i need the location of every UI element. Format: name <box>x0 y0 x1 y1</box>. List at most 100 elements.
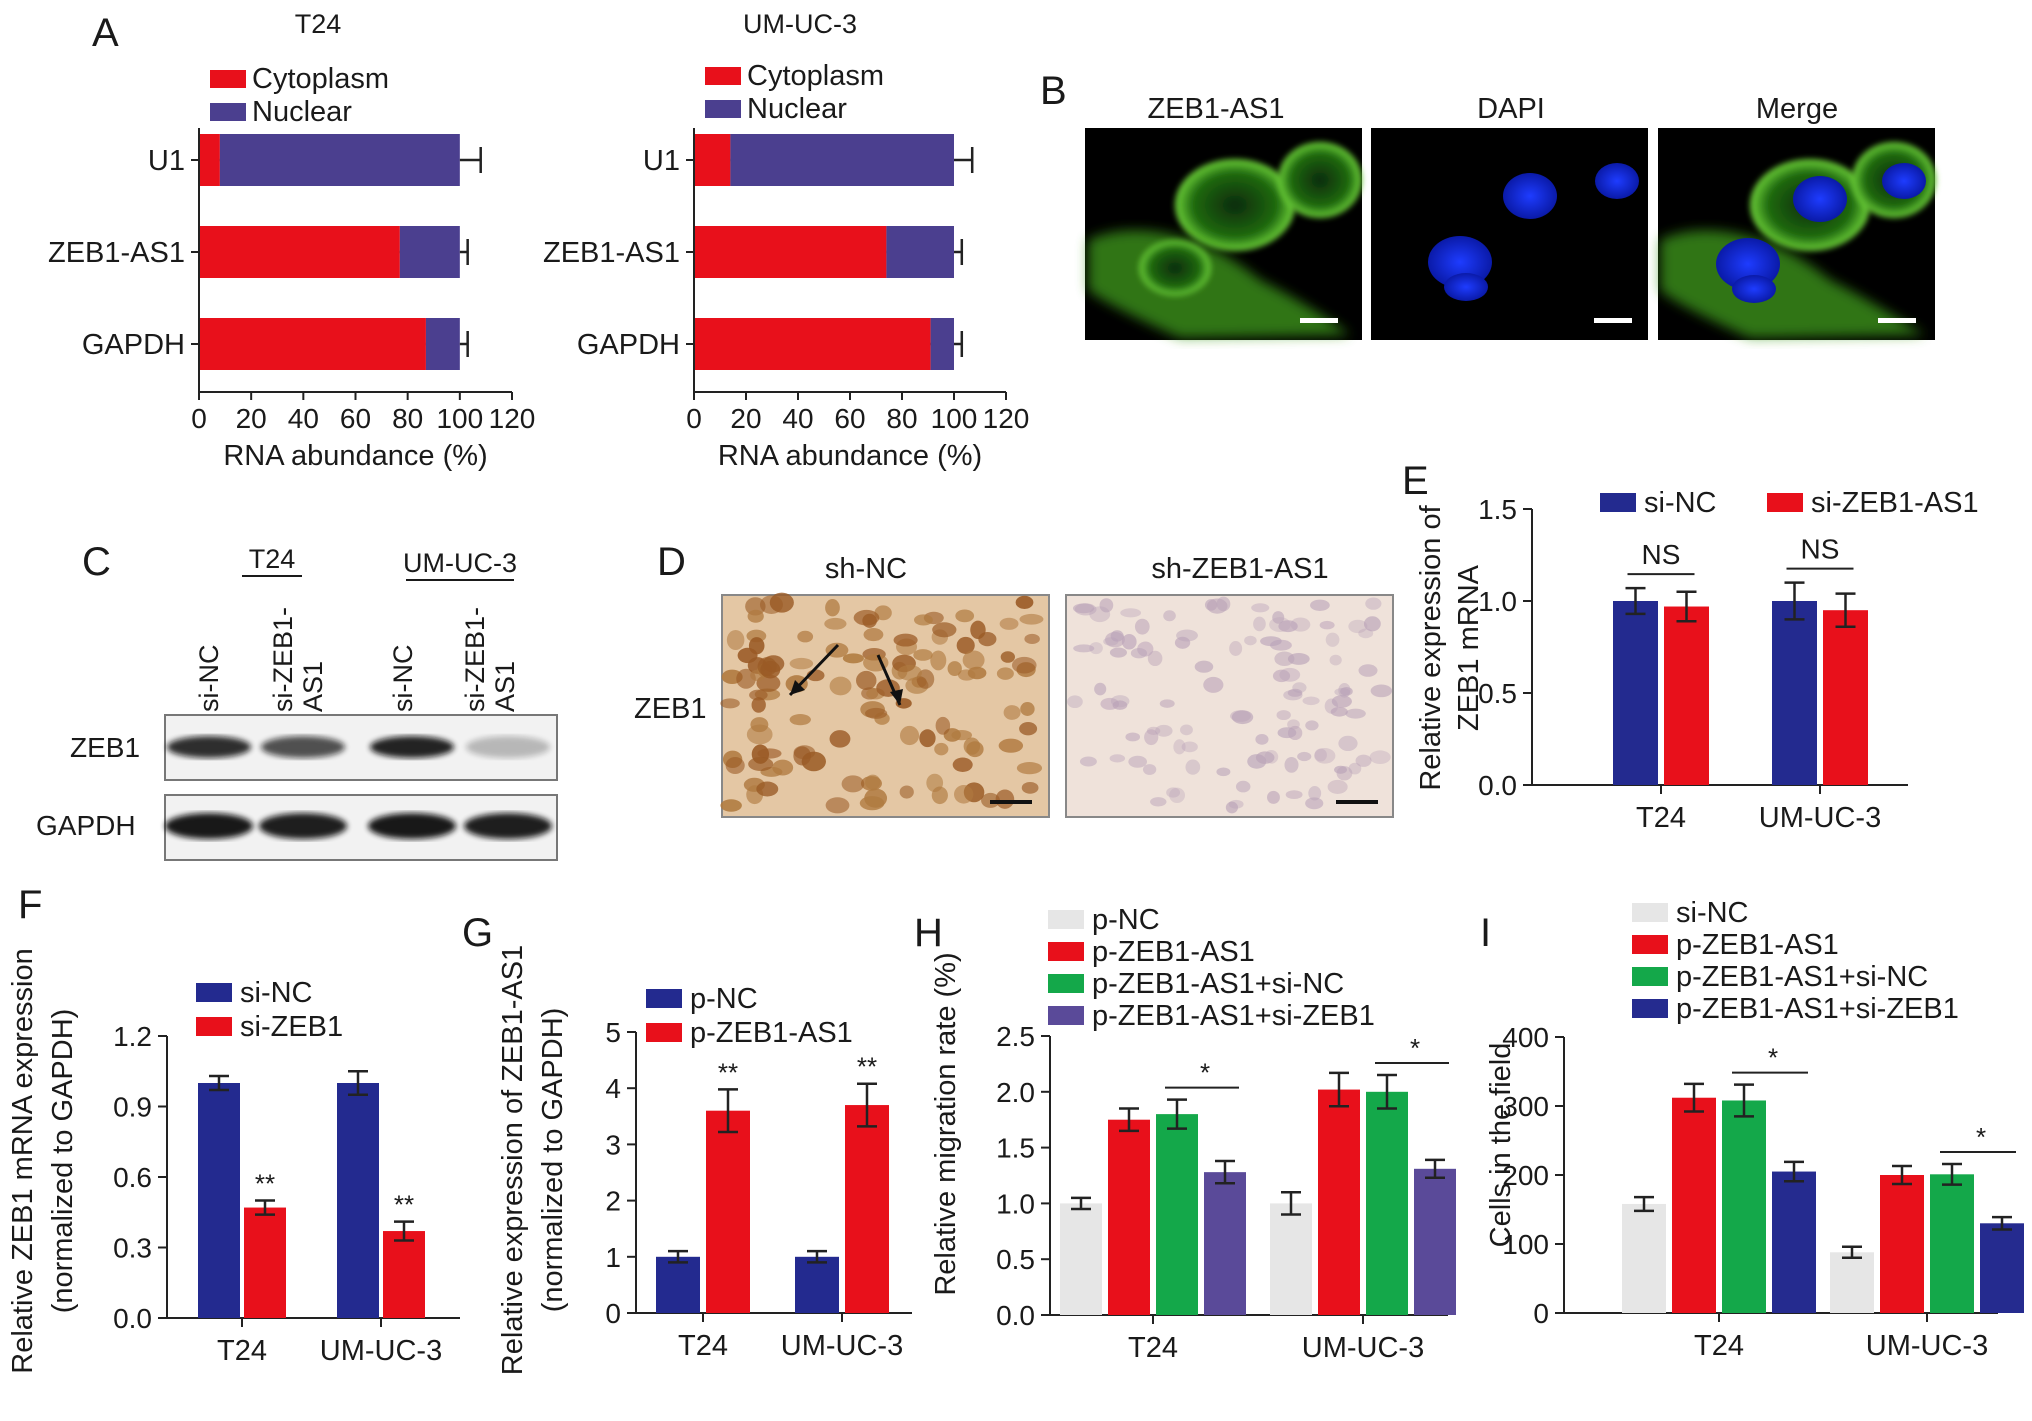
blot-band-gapdh <box>368 813 456 839</box>
ihc-nucleus <box>1128 755 1147 768</box>
ihc-nucleus <box>1358 628 1374 639</box>
ihc-nucleus <box>737 647 758 664</box>
bar <box>845 1105 889 1313</box>
ihc-nucleus <box>1348 762 1362 775</box>
tick-label: U1 <box>643 145 680 177</box>
bar <box>694 318 931 370</box>
legend-swatch <box>705 100 741 118</box>
ihc-nucleus <box>1308 786 1322 801</box>
blot-bands <box>165 736 552 839</box>
ihc-nucleus <box>748 757 774 772</box>
ihc-nucleus <box>1225 801 1238 814</box>
panel-letter-e: E <box>1402 459 1429 503</box>
axis-label: Cells in the field <box>1485 1043 1517 1248</box>
panel-c: T24 UM-UC-3 si-NC si-ZEB1- AS1 si-NC si-… <box>36 544 558 861</box>
ihc-nucleus <box>1329 654 1342 666</box>
bar <box>1772 1171 1816 1313</box>
tick-label: T24 <box>1694 1330 1744 1362</box>
ihc-nucleus <box>1120 608 1142 618</box>
ihc-nucleus <box>825 797 850 814</box>
tick-label: 20 <box>730 403 761 434</box>
tick-label: 4 <box>605 1073 621 1104</box>
blot-group-t24: T24 <box>249 544 296 574</box>
bar <box>1722 1100 1766 1313</box>
ihc-nucleus <box>998 738 1024 753</box>
tick-label: T24 <box>1128 1332 1178 1364</box>
tick-label: GAPDH <box>577 329 680 361</box>
ihc-nucleus <box>1302 696 1320 706</box>
legend-label: si-ZEB1 <box>240 1011 343 1043</box>
tick-label: 80 <box>392 403 423 434</box>
ihc-nucleus <box>1274 651 1295 667</box>
ihc-nucleus <box>751 697 766 713</box>
bar <box>383 1231 425 1318</box>
tick-label: 0.0 <box>996 1300 1035 1331</box>
ihc-nucleus <box>1176 629 1198 642</box>
legend-label: si-NC <box>1644 487 1717 519</box>
ihc-label-shnc: sh-NC <box>825 553 907 585</box>
ihc-nucleus <box>1180 724 1193 736</box>
ihc-nucleus <box>1272 669 1291 683</box>
blot-band-gapdh <box>165 813 253 839</box>
tick-label: 0 <box>1533 1298 1549 1329</box>
tick-label: T24 <box>217 1335 267 1367</box>
legend-swatch <box>1632 935 1668 954</box>
ihc-nucleus <box>1287 719 1300 730</box>
ihc-nucleus <box>797 630 814 643</box>
tick-label: GAPDH <box>82 329 185 361</box>
ihc-nucleus <box>1292 682 1307 693</box>
ihc-nucleus <box>745 597 766 616</box>
ihc-nucleus <box>899 785 914 799</box>
tick-label: 1.5 <box>996 1133 1035 1164</box>
legend-swatch <box>646 989 682 1008</box>
tick-label: 200 <box>1502 1160 1549 1191</box>
bar <box>1108 1119 1150 1315</box>
ihc-nucleus <box>1125 732 1141 742</box>
bar <box>399 226 460 278</box>
ihc-label-shzeb1as1: sh-ZEB1-AS1 <box>1151 553 1328 585</box>
ihc-nucleus <box>1155 724 1173 737</box>
ihc-nucleus <box>996 667 1014 680</box>
legend-swatch <box>1632 967 1668 986</box>
chart-title: T24 <box>295 9 342 39</box>
tick-label: U1 <box>148 145 185 177</box>
significance-label: ** <box>718 1057 738 1087</box>
bar <box>730 134 954 186</box>
ihc-nucleus <box>865 707 888 719</box>
tick-label: 0.6 <box>113 1162 152 1193</box>
legend-label: p-ZEB1-AS1 <box>1092 936 1255 968</box>
legend-swatch <box>1048 910 1084 929</box>
ihc-nucleus <box>746 724 773 745</box>
micrograph-merge <box>1658 128 1936 340</box>
micrograph-dapi <box>1371 128 1648 340</box>
ihc-nucleus <box>1021 781 1039 794</box>
ihc-nucleus <box>1272 611 1285 624</box>
panel-b-label-dapi: DAPI <box>1477 93 1545 125</box>
legend-label: p-ZEB1-AS1+si-ZEB1 <box>1092 1000 1375 1032</box>
ihc-nucleus <box>1255 733 1269 745</box>
legend-swatch <box>646 1023 682 1042</box>
legend-swatch <box>196 983 232 1002</box>
tick-label: 40 <box>288 403 319 434</box>
ihc-nucleus <box>1130 648 1148 659</box>
blot-row-zeb1: ZEB1 <box>70 732 140 763</box>
ihc-nucleus <box>1330 706 1348 717</box>
ihc-nucleus <box>829 676 852 696</box>
chart-i: si-NCp-ZEB1-AS1p-ZEB1-AS1+si-NCp-ZEB1-AS… <box>1485 897 2024 1362</box>
ihc-nucleus <box>1251 603 1270 613</box>
ihc-nucleus <box>914 614 933 626</box>
ihc-nucleus <box>1163 610 1176 622</box>
tick-label: 400 <box>1502 1022 1549 1053</box>
legend-swatch <box>1048 1006 1084 1025</box>
ihc-nucleus <box>1159 699 1175 708</box>
ihc-nucleus <box>1109 647 1127 658</box>
ihc-nucleus <box>957 669 976 681</box>
legend-label: p-ZEB1-AS1+si-NC <box>1092 968 1344 1000</box>
tick-label: 0 <box>686 403 702 434</box>
bar <box>1930 1174 1974 1313</box>
ihc-nucleus <box>913 649 933 661</box>
ihc-nucleus <box>824 617 847 630</box>
tick-label: 0.3 <box>113 1233 152 1264</box>
blot-row-gapdh: GAPDH <box>36 810 136 841</box>
panel-d: sh-NC sh-ZEB1-AS1 ZEB1 <box>634 553 1394 818</box>
